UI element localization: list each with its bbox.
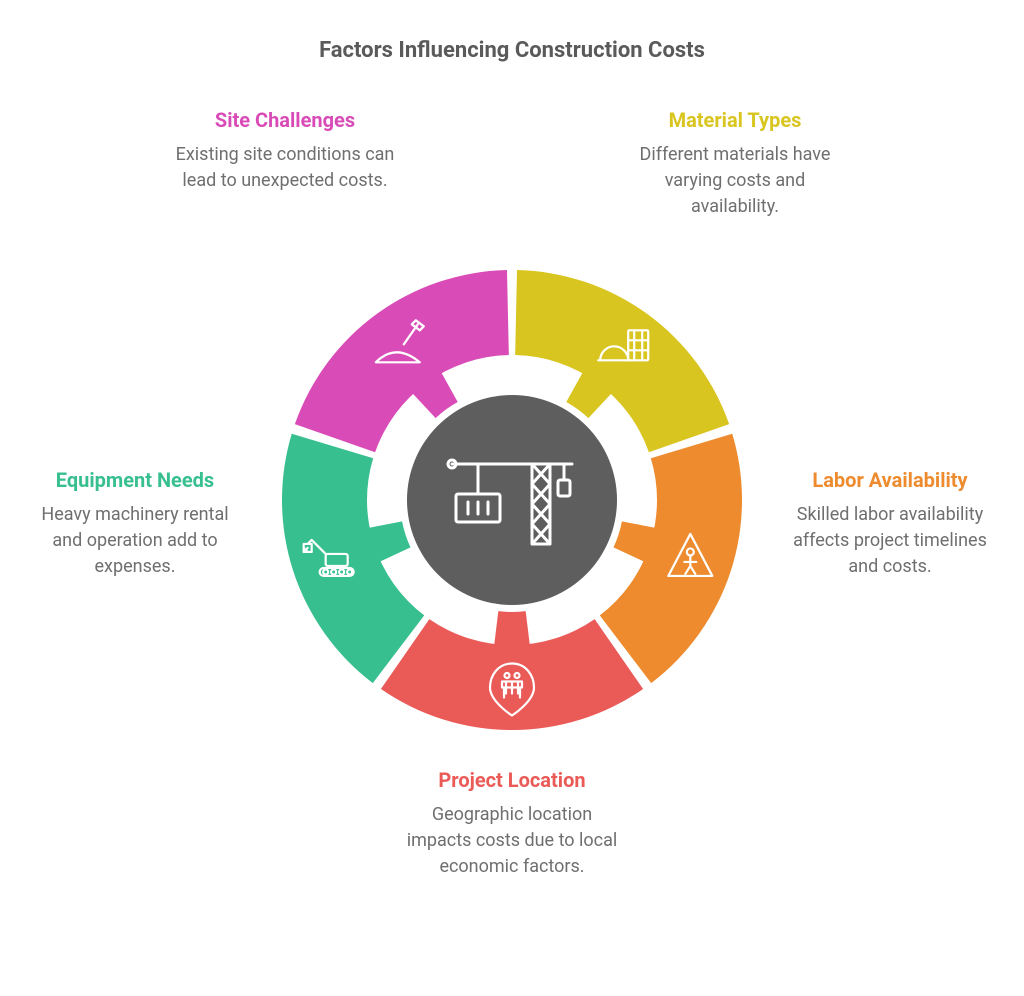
label-title-materials: Material Types	[620, 108, 850, 132]
label-site: Site Challenges Existing site conditions…	[170, 108, 400, 194]
label-desc-equipment: Heavy machinery rental and operation add…	[25, 502, 245, 580]
label-labor: Labor Availability Skilled labor availab…	[780, 468, 1000, 580]
radial-diagram	[252, 240, 772, 760]
label-desc-location: Geographic location impacts costs due to…	[402, 802, 622, 880]
label-title-equipment: Equipment Needs	[25, 468, 245, 492]
label-equipment: Equipment Needs Heavy machinery rental a…	[25, 468, 245, 580]
label-desc-site: Existing site conditions can lead to une…	[170, 142, 400, 194]
label-title-labor: Labor Availability	[780, 468, 1000, 492]
label-desc-labor: Skilled labor availability affects proje…	[780, 502, 1000, 580]
label-materials: Material Types Different materials have …	[620, 108, 850, 220]
label-location: Project Location Geographic location imp…	[402, 768, 622, 880]
segment-labor	[600, 434, 742, 683]
spoke-location	[494, 611, 530, 646]
label-title-site: Site Challenges	[170, 108, 400, 132]
label-desc-materials: Different materials have varying costs a…	[620, 142, 850, 220]
infographic-stage: Factors Influencing Construction Costs M…	[0, 0, 1024, 996]
page-title: Factors Influencing Construction Costs	[0, 38, 1024, 63]
segment-equipment	[282, 434, 424, 683]
label-title-location: Project Location	[402, 768, 622, 792]
center-disc	[407, 395, 617, 605]
